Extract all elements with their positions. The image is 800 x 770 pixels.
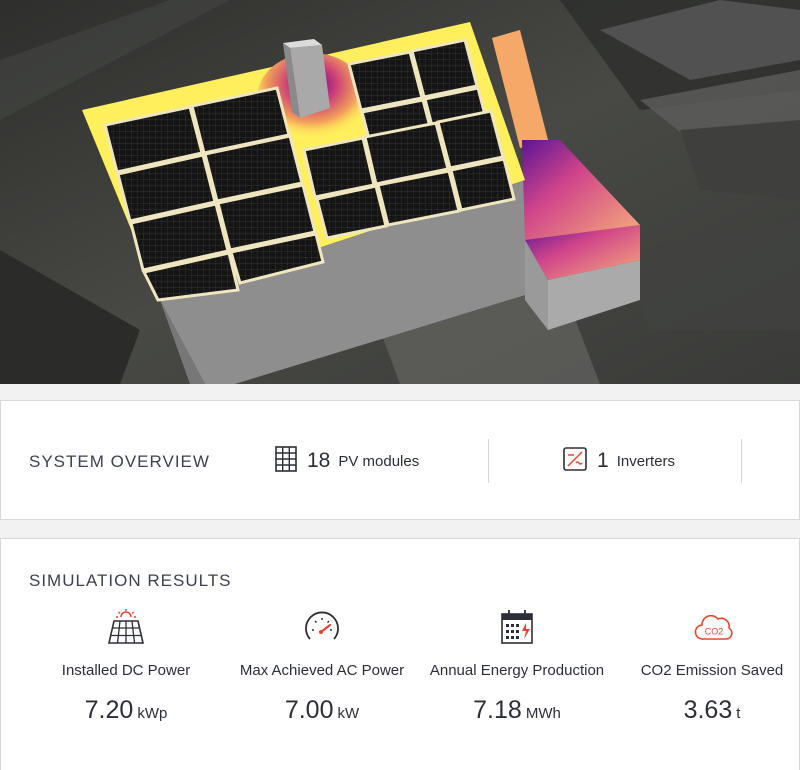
metric-value-row: 7.00 kW: [222, 696, 422, 725]
inverters-count: 1: [597, 449, 609, 472]
simulation-results-card: SIMULATION RESULTS Installed DC Power 7.…: [0, 538, 800, 770]
roof-3d-view[interactable]: [0, 0, 800, 384]
metric-value: 3.63: [683, 696, 733, 724]
metric-value-row: 7.20 kWp: [26, 696, 226, 725]
pv-modules-label: PV modules: [338, 452, 420, 470]
metric-label: Max Achieved AC Power: [239, 662, 405, 679]
simulation-results-title: SIMULATION RESULTS: [29, 571, 232, 590]
pv-modules-count: 18: [307, 449, 331, 472]
system-overview-card: SYSTEM OVERVIEW 18 PV modules 1 Inverter…: [0, 400, 800, 520]
annual-energy-production-metric: Annual Energy Production 7.18 MWh: [417, 609, 617, 725]
metric-unit: t: [736, 705, 741, 722]
solar-panel-sun-icon: [107, 609, 145, 645]
metric-value-row: 3.63 t: [612, 696, 800, 725]
metric-unit: kW: [337, 705, 360, 722]
metric-label: Annual Energy Production: [429, 662, 605, 679]
metric-label: Installed DC Power: [61, 662, 191, 679]
metric-value: 7.00: [284, 696, 334, 724]
installed-dc-power-metric: Installed DC Power 7.20 kWp: [26, 609, 226, 725]
metric-unit: kWp: [137, 705, 168, 722]
inverter-icon: [563, 446, 587, 476]
system-overview-title: SYSTEM OVERVIEW: [29, 452, 210, 471]
pv-modules-stat: 18 PV modules: [275, 445, 420, 473]
gauge-icon: [304, 609, 340, 645]
metric-value: 7.20: [84, 696, 134, 724]
metric-value-row: 7.18 MWh: [417, 696, 617, 725]
metric-value: 7.18: [473, 696, 522, 724]
calendar-energy-icon: [499, 609, 535, 645]
co2-cloud-icon: CO2: [694, 609, 733, 645]
max-ac-power-metric: Max Achieved AC Power 7.00 kW: [222, 609, 422, 725]
inverters-label: Inverters: [616, 452, 676, 470]
metric-label: CO2 Emission Saved: [640, 662, 784, 679]
co2-emission-saved-metric: CO2 CO2 Emission Saved 3.63 t: [612, 609, 800, 725]
divider: [488, 439, 489, 483]
metric-unit: MWh: [525, 705, 561, 722]
divider: [741, 439, 742, 483]
inverters-stat: 1 Inverters: [563, 446, 676, 476]
svg-text:CO2: CO2: [705, 627, 724, 637]
solar-grid-icon: [275, 445, 297, 477]
